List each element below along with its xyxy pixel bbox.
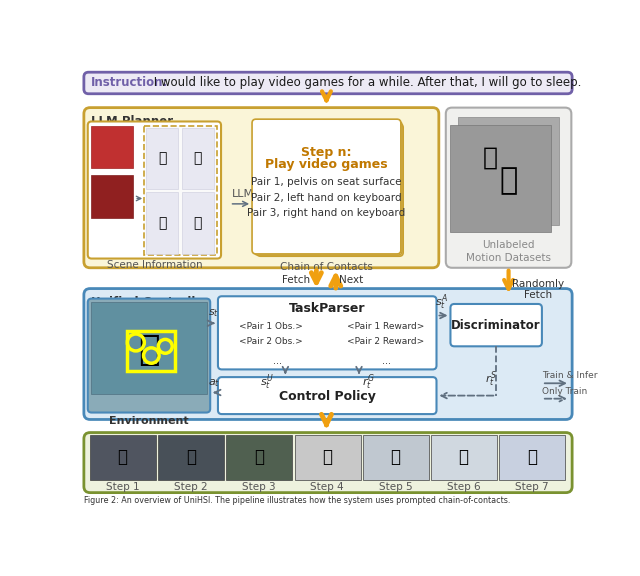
Text: Step 1: Step 1 (106, 482, 140, 492)
Text: TaskParser: TaskParser (289, 302, 365, 316)
Text: Unified Controller: Unified Controller (91, 295, 209, 309)
Text: LLMs: LLMs (232, 189, 260, 199)
Text: <Pair 2 Reward>: <Pair 2 Reward> (348, 337, 424, 346)
Bar (158, 435, 224, 480)
Text: Step n:: Step n: (301, 146, 352, 159)
Text: Step 6: Step 6 (447, 482, 481, 492)
Text: $r_t^S$: $r_t^S$ (485, 370, 497, 389)
Text: 🏃: 🏃 (499, 166, 518, 195)
Bar (91, 126, 134, 168)
Text: Discriminator: Discriminator (451, 319, 541, 332)
Text: Step 3: Step 3 (242, 482, 276, 492)
FancyBboxPatch shape (252, 119, 401, 254)
Bar (145, 126, 217, 256)
Text: 🪑: 🪑 (158, 216, 166, 230)
Text: Scene Information: Scene Information (107, 260, 202, 270)
Text: $s_t$: $s_t$ (208, 308, 219, 319)
FancyBboxPatch shape (218, 377, 436, 414)
Bar (451, 124, 551, 232)
Text: Randomly
Fetch: Randomly Fetch (513, 279, 564, 300)
Text: 🧍: 🧍 (527, 448, 537, 466)
Text: Step 5: Step 5 (379, 482, 412, 492)
Text: 🧍: 🧍 (322, 448, 332, 466)
Text: Figure 2: An overview of UniHSI. The pipeline illustrates how the system uses pr: Figure 2: An overview of UniHSI. The pip… (84, 496, 510, 505)
Text: 🧍: 🧍 (118, 448, 127, 466)
Text: <Pair 1 Reward>: <Pair 1 Reward> (348, 321, 425, 331)
Bar (227, 435, 292, 480)
Text: Step 4: Step 4 (310, 482, 344, 492)
Text: Step 2: Step 2 (174, 482, 207, 492)
Text: Pair 1, pelvis on seat surface
Pair 2, left hand on keyboard
Pair 3, right hand : Pair 1, pelvis on seat surface Pair 2, l… (247, 177, 406, 218)
Bar (431, 435, 497, 480)
Text: Fetch: Fetch (282, 275, 310, 286)
Text: 🪑: 🪑 (194, 216, 202, 230)
Text: 🪑: 🪑 (194, 151, 202, 165)
Text: Unlabeled
Motion Datasets: Unlabeled Motion Datasets (466, 240, 551, 263)
FancyBboxPatch shape (451, 304, 542, 346)
Text: Play video games: Play video games (265, 158, 388, 172)
Bar (127, 331, 175, 371)
Bar (182, 128, 214, 190)
Text: Instruction:: Instruction: (91, 77, 168, 89)
FancyBboxPatch shape (88, 122, 221, 259)
Bar (90, 435, 156, 480)
FancyBboxPatch shape (218, 296, 436, 369)
Text: $s_t^A$: $s_t^A$ (435, 292, 449, 312)
Text: 🧍: 🧍 (459, 448, 468, 466)
Bar (499, 435, 565, 480)
FancyBboxPatch shape (84, 108, 439, 268)
Text: Environment: Environment (109, 416, 189, 426)
FancyBboxPatch shape (84, 72, 572, 94)
Text: 🧍: 🧍 (186, 448, 196, 466)
Text: <Pair 2 Obs.>: <Pair 2 Obs.> (239, 337, 303, 346)
Text: <Pair 1 Obs.>: <Pair 1 Obs.> (239, 321, 303, 331)
Text: Control Policy: Control Policy (279, 390, 376, 403)
Text: 🧍: 🧍 (390, 448, 401, 466)
Bar (363, 435, 429, 480)
Text: Only Train: Only Train (542, 386, 587, 396)
Text: ...: ... (273, 355, 282, 366)
Text: Next: Next (339, 275, 363, 286)
Text: 🧍: 🧍 (483, 146, 499, 170)
Text: ...: ... (381, 355, 390, 366)
FancyBboxPatch shape (446, 108, 572, 268)
Bar (458, 117, 559, 225)
Text: LLM Planner: LLM Planner (91, 115, 173, 128)
Text: 🧍: 🧍 (138, 333, 160, 367)
FancyBboxPatch shape (88, 298, 210, 412)
Bar (146, 192, 179, 254)
FancyBboxPatch shape (254, 122, 402, 255)
Text: Step 7: Step 7 (515, 482, 548, 492)
Bar (182, 192, 214, 254)
FancyBboxPatch shape (84, 289, 572, 419)
Text: I would like to play video games for a while. After that, I will go to sleep.: I would like to play video games for a w… (150, 77, 581, 89)
Text: $r_t^G$: $r_t^G$ (362, 373, 375, 392)
Text: Chain of Contacts: Chain of Contacts (280, 262, 373, 272)
Bar (294, 435, 360, 480)
Bar (91, 175, 134, 218)
Text: Train & Infer: Train & Infer (542, 371, 597, 380)
FancyBboxPatch shape (257, 124, 403, 256)
Bar (146, 128, 179, 190)
FancyBboxPatch shape (84, 433, 572, 492)
Text: 🧍: 🧍 (254, 448, 264, 466)
Text: $s_t^U$: $s_t^U$ (260, 373, 274, 392)
Text: 🪑: 🪑 (158, 151, 166, 165)
Text: $a_t$: $a_t$ (208, 377, 220, 389)
Bar (91, 302, 207, 394)
